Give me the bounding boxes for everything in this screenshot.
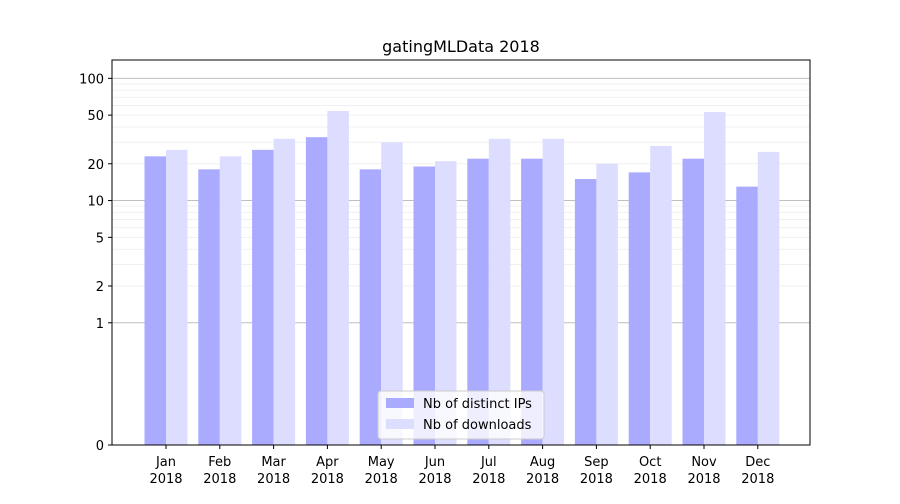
x-tick-label-year: 2018 [365, 472, 398, 487]
legend-label: Nb of downloads [423, 418, 532, 433]
bar-downloads [596, 163, 618, 445]
x-tick-label-year: 2018 [634, 472, 667, 487]
x-tick-label-month: Nov [691, 455, 717, 470]
legend-box [377, 390, 545, 440]
bar-downloads [381, 142, 403, 446]
bar-downloads [166, 149, 188, 445]
chart-title: gatingMLData 2018 [382, 37, 540, 56]
y-axis: 0 1 2 5 10 20 50 100 [79, 72, 112, 454]
x-tick-label-year: 2018 [687, 472, 720, 487]
x-tick-label-year: 2018 [526, 472, 559, 487]
bar-distinct-ips [521, 158, 543, 445]
bar-downloads [327, 111, 349, 445]
bar-downloads [488, 138, 511, 445]
y-tick-label: 2 [96, 280, 104, 295]
x-tick-label-year: 2018 [257, 472, 290, 487]
legend-label: Nb of distinct IPs [423, 397, 532, 412]
x-tick-label-month: Jul [480, 455, 497, 470]
bar-distinct-ips [413, 166, 435, 446]
x-tick-label-month: Jan [155, 455, 176, 470]
legend-swatch [386, 398, 414, 408]
x-tick-label-year: 2018 [472, 472, 505, 487]
y-tick-label: 5 [96, 231, 104, 246]
bar-distinct-ips [736, 186, 758, 445]
x-tick-label-month: Sep [584, 455, 609, 470]
y-tick-label: 10 [87, 195, 104, 210]
x-tick-label-year: 2018 [418, 472, 451, 487]
bar-distinct-ips [198, 169, 220, 445]
bar-distinct-ips [144, 156, 166, 446]
x-tick-label-month: Aug [530, 455, 555, 470]
bars-layer [144, 111, 780, 446]
x-tick-label-month: Apr [316, 455, 339, 470]
bar-downloads [650, 145, 672, 446]
bar-downloads [435, 161, 457, 445]
bar-downloads [219, 156, 242, 446]
y-tick-label: 50 [87, 109, 104, 124]
y-tick-label: 100 [79, 72, 104, 87]
x-tick-label-year: 2018 [741, 472, 774, 487]
x-tick-label-month: May [368, 455, 395, 470]
y-tick-label: 1 [96, 317, 104, 332]
x-tick-label-year: 2018 [149, 472, 182, 487]
x-tick-label-month: Feb [208, 455, 231, 470]
x-tick-label-year: 2018 [311, 472, 344, 487]
x-tick-label-month: Dec [745, 455, 770, 470]
bar-distinct-ips [682, 158, 704, 445]
bar-distinct-ips [467, 158, 489, 445]
bar-distinct-ips [305, 137, 328, 445]
bar-distinct-ips [359, 169, 382, 445]
bar-distinct-ips [574, 179, 597, 445]
x-tick-label-month: Jun [424, 455, 445, 470]
bar-downloads [704, 112, 726, 445]
legend-swatch [386, 419, 414, 429]
bar-downloads [757, 151, 780, 445]
legend: Nb of distinct IPs Nb of downloads [377, 390, 545, 440]
bar-distinct-ips [252, 149, 274, 445]
x-tick-label-year: 2018 [580, 472, 613, 487]
bar-downloads [273, 138, 296, 445]
bar-distinct-ips [628, 172, 651, 445]
plot-frame [111, 59, 811, 446]
x-tick-label-month: Oct [639, 455, 661, 470]
x-tick-label-year: 2018 [203, 472, 236, 487]
x-tick-label-month: Mar [261, 455, 286, 470]
y-tick-label: 20 [87, 158, 104, 173]
x-axis: Jan 2018 Feb 2018 Mar 2018 Apr 2018 May 2018 Jun 20… [149, 445, 774, 487]
y-tick-label: 0 [96, 439, 104, 454]
bar-downloads [542, 138, 565, 445]
